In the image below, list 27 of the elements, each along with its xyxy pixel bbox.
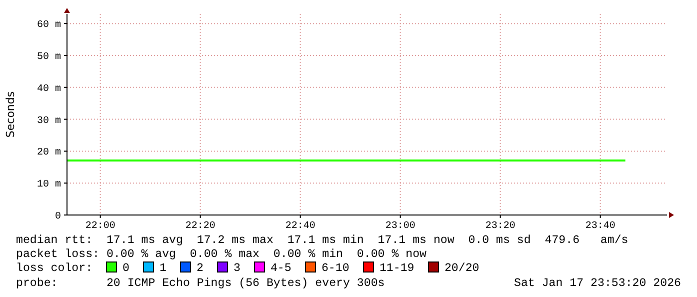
y-tick-label: 60 m [36,20,61,32]
text: packet loss: 0.00 % avg 0.00 % max 0.00 % min 0.00 % now [16,248,427,261]
y-tick-label: 20 m [36,148,61,159]
legend-label: 3 [233,262,240,275]
y-tick-label: 0 [54,212,61,222]
legend-label: 0 [122,262,130,275]
x-tick-label: 23:00 [385,221,416,232]
legend-label: 6-10 [321,262,350,275]
legend-label: 20/20 [444,262,480,275]
y-tick-label: 40 m [36,84,61,95]
y-tick-label: 50 m [36,52,61,63]
x-tick-label: 22:40 [285,221,316,232]
legend-label: 2 [196,262,204,275]
y-axis-title: Seconds [4,91,17,138]
text: median rtt: 17.1 ms avg 17.2 ms max 17.1 ms min 17.1 ms now 0.0 ms sd 479.6 am/s [16,234,628,247]
x-tick-label: 22:00 [85,221,116,232]
legend-label: 1 [159,262,166,275]
text: Sat Jan 17 23:53:20 2026 [514,277,682,290]
y-tick-label: 30 m [36,116,61,127]
x-tick-label: 22:20 [185,221,216,232]
x-tick-label: 23:40 [585,221,616,232]
text: probe: 20 ICMP Echo Pings (56 Bytes) every 300s [16,277,385,290]
y-tick-label: 10 m [36,180,61,191]
legend-label: 11-19 [379,262,414,275]
legend-label: 4-5 [270,262,292,275]
x-tick-label: 23:20 [485,221,516,232]
legend-title: loss color: [16,262,93,275]
